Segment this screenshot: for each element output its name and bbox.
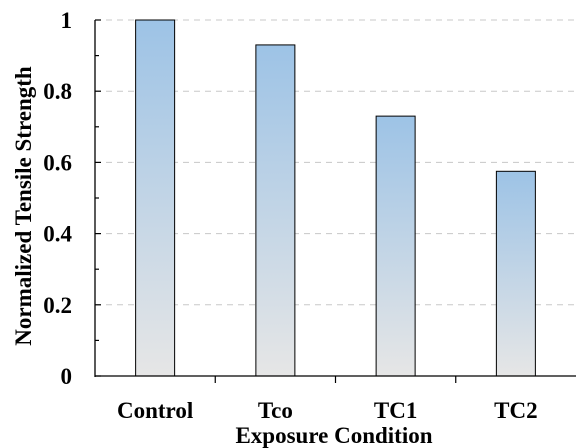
x-category-label: Tco bbox=[258, 398, 293, 423]
bar-tco bbox=[255, 44, 296, 377]
labels: 0 0.2 0.4 0.6 0.8 1 Control Tco TC1 TC2 bbox=[43, 8, 537, 423]
bars bbox=[135, 19, 536, 377]
x-category-label: TC2 bbox=[494, 398, 537, 423]
x-category-label: Control bbox=[117, 398, 193, 423]
x-axis-title: Exposure Condition bbox=[235, 423, 432, 448]
bar-tc1 bbox=[375, 115, 416, 377]
y-tick-label: 0.4 bbox=[43, 222, 72, 247]
bar-tc2 bbox=[495, 170, 536, 377]
y-tick-label: 1 bbox=[61, 8, 73, 33]
y-tick-label: 0.2 bbox=[43, 293, 72, 318]
y-tick-label: 0.8 bbox=[43, 79, 72, 104]
x-category-label: TC1 bbox=[374, 398, 417, 423]
bar-control bbox=[135, 19, 176, 377]
y-tick-label: 0 bbox=[61, 364, 73, 389]
y-axis-title: Normalized Tensile Strength bbox=[11, 66, 36, 346]
axes bbox=[94, 19, 576, 383]
gridlines bbox=[95, 19, 576, 306]
y-tick-label: 0.6 bbox=[43, 150, 72, 175]
